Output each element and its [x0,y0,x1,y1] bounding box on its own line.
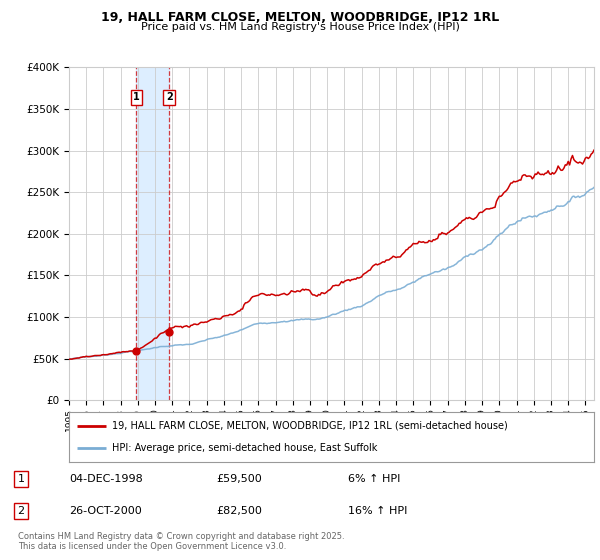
Text: 26-OCT-2000: 26-OCT-2000 [69,506,142,516]
Text: 19, HALL FARM CLOSE, MELTON, WOODBRIDGE, IP12 1RL: 19, HALL FARM CLOSE, MELTON, WOODBRIDGE,… [101,11,499,24]
Text: HPI: Average price, semi-detached house, East Suffolk: HPI: Average price, semi-detached house,… [112,443,377,453]
Text: 6% ↑ HPI: 6% ↑ HPI [348,474,400,484]
Text: Price paid vs. HM Land Registry's House Price Index (HPI): Price paid vs. HM Land Registry's House … [140,22,460,32]
Text: £59,500: £59,500 [216,474,262,484]
Text: Contains HM Land Registry data © Crown copyright and database right 2025.
This d: Contains HM Land Registry data © Crown c… [18,532,344,552]
Text: 04-DEC-1998: 04-DEC-1998 [69,474,143,484]
Text: 1: 1 [17,474,25,484]
Bar [136,67,169,400]
Text: 1: 1 [133,92,140,102]
Text: £82,500: £82,500 [216,506,262,516]
Text: 2: 2 [166,92,173,102]
Text: 19, HALL FARM CLOSE, MELTON, WOODBRIDGE, IP12 1RL (semi-detached house): 19, HALL FARM CLOSE, MELTON, WOODBRIDGE,… [112,421,508,431]
Text: 2: 2 [17,506,25,516]
Text: 16% ↑ HPI: 16% ↑ HPI [348,506,407,516]
